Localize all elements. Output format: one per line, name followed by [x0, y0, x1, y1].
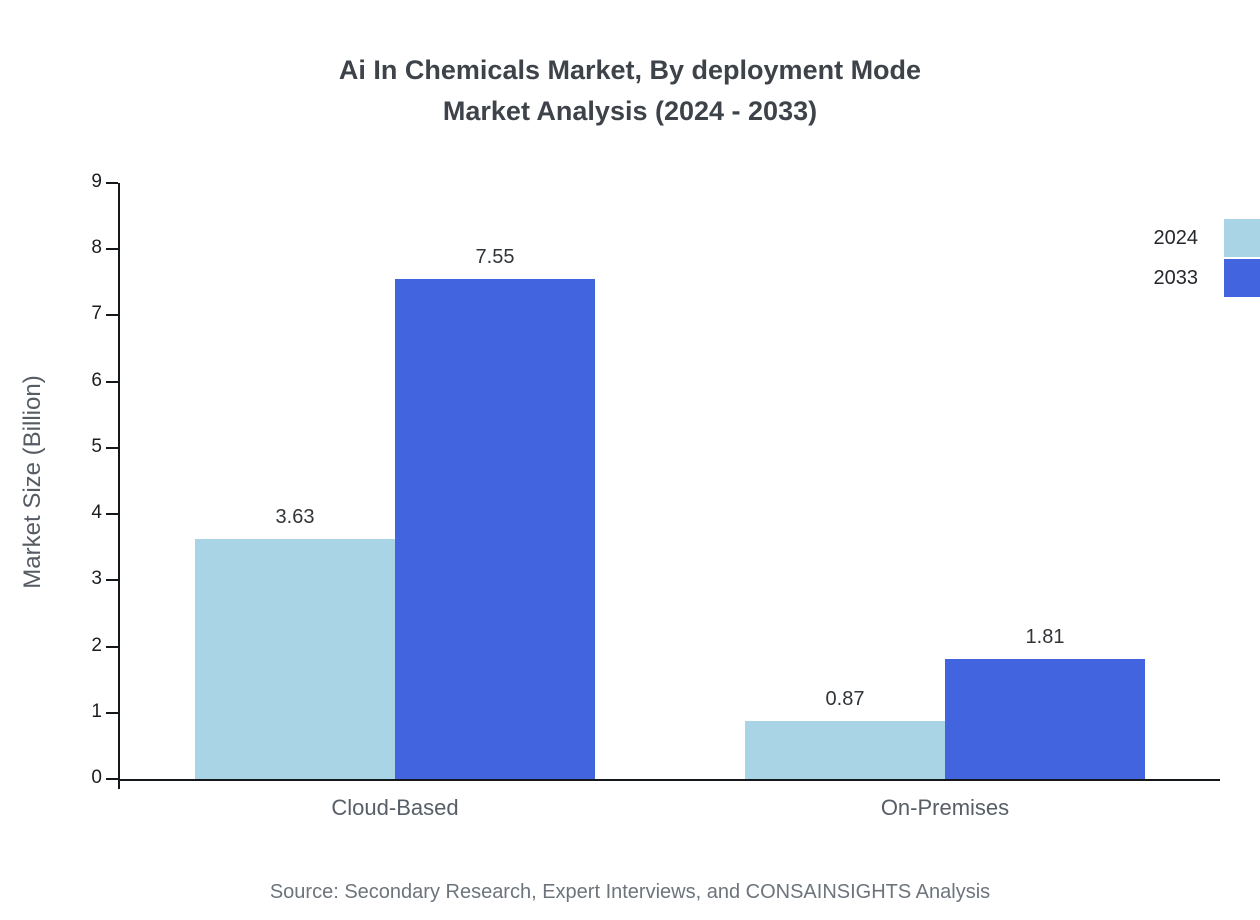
legend-item-2024: 2024 [1154, 218, 1260, 258]
y-tick-mark [106, 248, 118, 251]
chart-title: Ai In Chemicals Market, By deployment Mo… [0, 50, 1260, 132]
chart-title-line-2: Market Analysis (2024 - 2033) [442, 96, 818, 126]
y-tick-label: 6 [91, 369, 102, 391]
chart-title-line-1: Ai In Chemicals Market, By deployment Mo… [338, 55, 922, 85]
legend: 2024 2033 [1154, 218, 1260, 298]
x-category-label-cloud-based: Cloud-Based [331, 795, 459, 820]
legend-label-2033: 2033 [1153, 266, 1199, 289]
x-axis-end-tick [118, 779, 120, 789]
legend-label-2024: 2024 [1153, 226, 1199, 249]
y-tick-mark [106, 314, 118, 317]
y-tick-label: 7 [91, 303, 102, 325]
bar-2033-cloud-based [395, 279, 595, 779]
y-tick-mark [106, 446, 118, 449]
bar-2024-cloud-based [195, 538, 395, 779]
y-tick-label: 0 [91, 767, 102, 788]
y-tick-mark [106, 778, 118, 780]
bar-value-label-2033-cloud-based: 7.55 [475, 246, 515, 269]
bar-2033-on-premises [945, 659, 1145, 779]
y-tick-label: 1 [91, 700, 102, 722]
y-tick-label: 3 [91, 568, 102, 590]
legend-swatch-2033 [1224, 259, 1260, 297]
y-tick-mark [106, 513, 118, 516]
y-tick-label: 5 [91, 435, 102, 457]
y-tick-label: 8 [91, 237, 102, 259]
y-tick-mark [106, 711, 118, 714]
source-text: Source: Secondary Research, Expert Inter… [269, 881, 991, 903]
bar-value-label-2024-on-premises: 0.87 [825, 688, 865, 711]
y-tick-label: 2 [91, 634, 102, 656]
bar-value-label-2024-cloud-based: 3.63 [275, 505, 315, 528]
y-tick-label: 4 [91, 502, 102, 524]
legend-item-2033: 2033 [1154, 258, 1260, 298]
y-axis-label: Market Size (Billion) [19, 375, 46, 589]
legend-swatch-2024 [1224, 219, 1260, 257]
x-category-label-on-premises: On-Premises [880, 795, 1010, 820]
y-tick-label: 9 [91, 171, 102, 192]
y-tick-mark [106, 645, 118, 648]
plot-area: 0 1 2 3 4 5 6 7 8 9 Cloud-Based 3.63 7.55 On-Premises… [91, 171, 1220, 820]
bar-value-label-2033-on-premises: 1.81 [1025, 626, 1065, 649]
y-tick-mark [106, 579, 118, 582]
y-tick-mark [106, 182, 118, 184]
bar-2024-on-premises [745, 721, 945, 779]
y-tick-mark [106, 380, 118, 383]
